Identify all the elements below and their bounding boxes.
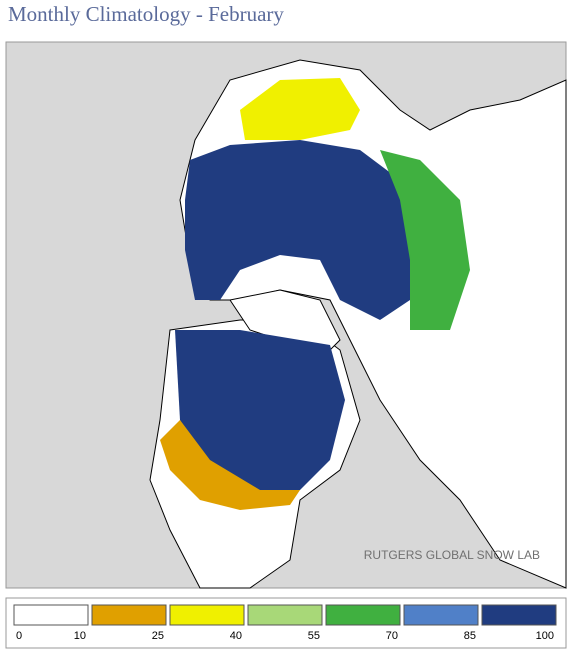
legend-tick-label: 10	[74, 630, 86, 642]
map: RUTGERS GLOBAL SNOW LAB	[5, 41, 567, 589]
legend-swatch	[247, 604, 323, 626]
legend-swatch	[325, 604, 401, 626]
snow-fringe-south	[160, 420, 300, 510]
credit: RUTGERS GLOBAL SNOW LAB	[364, 548, 540, 562]
legend-tick-label: 40	[230, 630, 242, 642]
legend-swatch	[403, 604, 479, 626]
legend-swatch	[13, 604, 89, 626]
legend-swatch	[91, 604, 167, 626]
legend-tick-label: 70	[386, 630, 398, 642]
snow-north-america	[175, 330, 345, 490]
legend-tick-label: 25	[152, 630, 164, 642]
legend-tick-label: 55	[308, 630, 320, 642]
legend-tick-label: 85	[464, 630, 476, 642]
snow-fringe-north	[240, 78, 360, 140]
legend-swatch	[169, 604, 245, 626]
snow-fringe-east	[380, 150, 470, 330]
title: Monthly Climatology - February	[8, 2, 284, 26]
legend-swatch	[481, 604, 557, 626]
legend-tick-label: 0	[16, 630, 22, 642]
legend-tick-label: 100	[536, 630, 554, 642]
legend: 0 10 25 40 55 70 85 100	[13, 604, 557, 642]
snow-eurasia	[185, 140, 415, 320]
